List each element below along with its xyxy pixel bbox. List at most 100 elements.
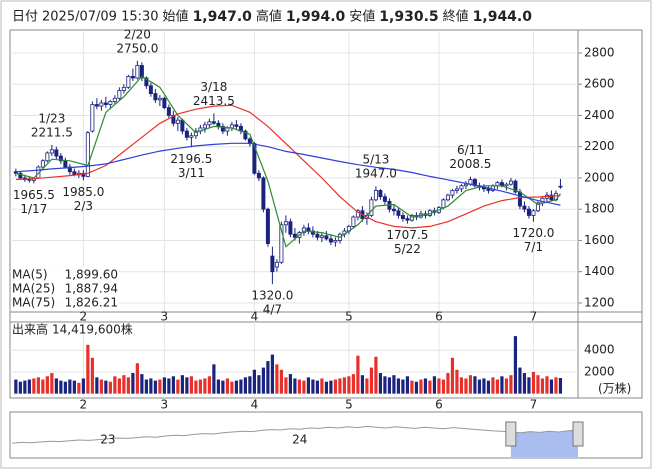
candle-body (234, 124, 239, 127)
candle-body (310, 230, 315, 235)
volume-unit: (万株) (598, 381, 631, 396)
volume-bar (198, 379, 202, 394)
candle-body (207, 121, 212, 126)
volume-bar (27, 379, 31, 394)
candle-body (225, 127, 230, 132)
volume-bar (81, 378, 85, 394)
volume-bar (257, 375, 261, 394)
header-text: 1,944.0 (473, 9, 533, 25)
legend-box (11, 267, 119, 310)
volume-bar (140, 374, 144, 394)
volume-bar (387, 377, 392, 394)
x-tick-label: 2 (80, 310, 88, 324)
navigator-handle[interactable] (572, 421, 584, 447)
candle-body (121, 86, 126, 91)
volume-bar (437, 378, 441, 394)
candle-body (117, 90, 122, 99)
candle-body (45, 152, 50, 162)
candle-body (162, 97, 167, 109)
candle-body (441, 199, 446, 209)
volume-bar (153, 380, 157, 394)
annotation-date: 3/18 (200, 80, 227, 94)
annotation-price: 2008.5 (449, 157, 491, 171)
volume-bar (207, 376, 211, 394)
volume-bar (374, 356, 378, 394)
candle-body (99, 102, 104, 107)
candle-body (328, 238, 333, 243)
candle-body (90, 104, 95, 132)
volume-bar (234, 380, 238, 394)
volume-bar (225, 378, 229, 394)
annotation-date: 4/7 (263, 303, 282, 317)
annotation-price: 1320.0 (251, 289, 293, 303)
volume-bar (419, 379, 423, 394)
volume-bar (468, 375, 473, 394)
volume-bar (536, 375, 540, 394)
volume-bar (32, 378, 36, 394)
candle-body (81, 172, 86, 177)
volume-bar (302, 380, 306, 394)
annotation-date: 2/3 (74, 199, 93, 213)
candle-body (292, 233, 297, 238)
candle-body (157, 97, 162, 101)
volume-bar (86, 344, 90, 394)
volume-bar (531, 371, 536, 394)
volume-bar (149, 378, 153, 394)
candle-body (63, 160, 68, 168)
volume-bar (203, 378, 207, 394)
header-text: 1,930.5 (379, 9, 438, 25)
annotation-date: 5/22 (394, 242, 421, 256)
candle-body (144, 77, 149, 87)
candle-body (526, 208, 531, 216)
candle-body (184, 130, 189, 138)
volume-bar (108, 381, 112, 394)
candle-body (85, 132, 90, 177)
candle-body (139, 65, 144, 79)
candle-body (351, 216, 356, 227)
x-tick-label: 7 (530, 310, 538, 324)
volume-bar (410, 380, 414, 394)
header-text: 始値 (163, 9, 189, 25)
candle-body (513, 180, 518, 193)
volume-bar (428, 380, 432, 394)
volume-bar (320, 378, 324, 394)
candle-body (216, 122, 221, 127)
candle-body (508, 180, 513, 185)
annotation-price: 2211.5 (31, 125, 73, 139)
volume-bar (464, 378, 468, 394)
y-tick-label: 4000 (584, 343, 615, 357)
volume-bar (342, 377, 347, 394)
annotation-price: 2413.5 (193, 94, 235, 108)
volume-bar (540, 378, 545, 394)
navigator-line (11, 425, 579, 444)
candle-body (130, 76, 135, 79)
volume-bar (324, 381, 329, 394)
volume-bar (50, 373, 54, 394)
legend-value: 1,826.21 (65, 296, 118, 310)
volume-bar (59, 380, 63, 394)
legend-name: MA(75) (12, 296, 55, 310)
volume-bar (446, 373, 450, 394)
annotation-date: 1/23 (38, 111, 65, 125)
volume-bar (491, 377, 495, 394)
annotation-price: 2196.5 (170, 152, 212, 166)
x-tick-label: 5 (345, 310, 353, 324)
volume-bar (284, 377, 288, 394)
candle-body (531, 210, 536, 216)
y-tick-label: 2800 (584, 45, 615, 59)
volume-bar (41, 379, 45, 394)
candle-body (463, 183, 468, 187)
volume-bar (513, 336, 518, 394)
x-tick-label: 4 (251, 398, 259, 412)
volume-bar (401, 379, 405, 394)
candle-body (405, 218, 410, 221)
volume-bar (158, 379, 162, 394)
volume-bar (311, 379, 315, 394)
y-tick-label: 1200 (584, 295, 615, 309)
volume-bar (486, 380, 491, 394)
candle-body (459, 185, 464, 190)
x-tick-label: 4 (251, 310, 259, 324)
annotation-date: 5/13 (362, 153, 389, 167)
navigator-handle[interactable] (505, 421, 517, 447)
